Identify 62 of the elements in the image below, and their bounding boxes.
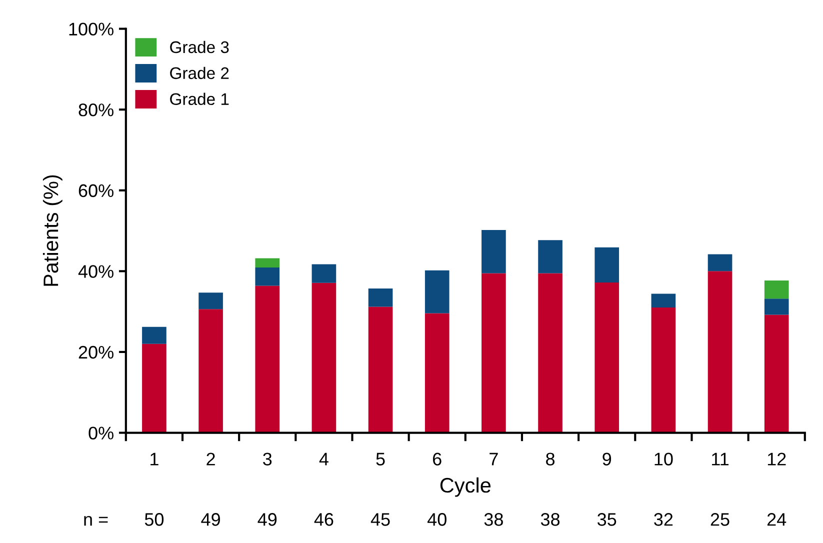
text: 38 (540, 513, 560, 526)
bar (764, 280, 789, 299)
y-tick-label: 20% (78, 346, 114, 359)
text: 40 (427, 513, 446, 526)
text: 46 (314, 513, 334, 526)
x-tick-label: 4 (319, 452, 328, 466)
bar (482, 273, 506, 433)
bar (764, 298, 789, 315)
bar (198, 309, 223, 433)
text: 35 (598, 513, 616, 526)
text: n = (84, 516, 108, 526)
bar (368, 288, 393, 307)
bar (312, 264, 336, 283)
x-tick-label: 11 (712, 452, 729, 466)
text: 32 (654, 513, 673, 526)
y-tick-label: 100% (69, 22, 114, 36)
text: 25 (710, 513, 730, 526)
x-tick-label: 12 (768, 452, 786, 466)
y-tick-label: 80% (78, 104, 114, 116)
text: 38 (484, 513, 503, 526)
bar (255, 258, 280, 268)
x-tick-label: 5 (376, 452, 385, 466)
y-axis-title: Patients (%) (42, 175, 62, 286)
bar (651, 308, 676, 433)
legend-label: Grade 3 (170, 40, 229, 54)
x-tick-label: 9 (602, 452, 612, 466)
bar (651, 294, 676, 308)
bar (142, 344, 166, 433)
bar (368, 306, 393, 433)
text: 45 (370, 513, 390, 526)
bar (424, 313, 450, 433)
bar (594, 247, 620, 282)
x-tick-label: 2 (206, 452, 215, 466)
x-tick-label: 7 (490, 452, 498, 466)
bar (255, 286, 280, 433)
text: 49 (258, 513, 277, 526)
x-tick-label: 10 (654, 452, 673, 466)
bar (708, 254, 732, 272)
bar (198, 292, 223, 310)
legend-label: Grade 2 (170, 66, 229, 80)
y-tick-label: 0% (88, 426, 114, 440)
x-tick-label: 6 (433, 452, 442, 466)
bar (538, 240, 562, 274)
text: 24 (767, 513, 786, 526)
x-tick-label: 1 (150, 452, 158, 466)
bar (764, 314, 789, 433)
bar (594, 282, 620, 433)
bar (708, 271, 732, 433)
x-axis-title: Cycle (440, 477, 491, 497)
bar (255, 268, 280, 286)
text: 49 (201, 513, 220, 526)
text: 50 (144, 513, 164, 526)
bar (538, 273, 562, 433)
y-tick-label: 60% (78, 184, 114, 198)
x-tick-label: 3 (263, 452, 272, 466)
legend-label: Grade 1 (170, 92, 229, 106)
bar (312, 282, 336, 433)
x-tick-label: 8 (546, 452, 555, 466)
bar (424, 270, 450, 314)
bar (142, 326, 166, 344)
bar (482, 230, 506, 274)
y-tick-label: 40% (78, 265, 114, 278)
